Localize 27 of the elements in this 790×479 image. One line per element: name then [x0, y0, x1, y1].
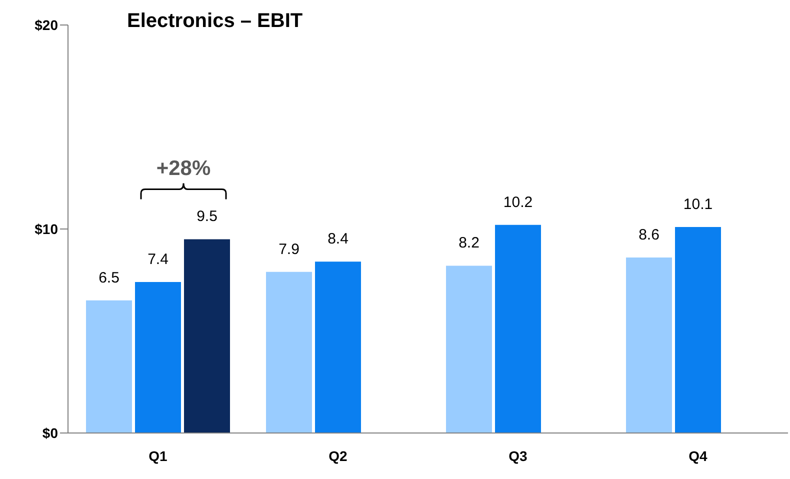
- x-tick-label: Q3: [508, 448, 528, 464]
- data-label: 8.6: [638, 226, 660, 244]
- bar: [626, 258, 672, 433]
- bar: [266, 272, 312, 433]
- bar: [86, 300, 132, 433]
- y-tick-label: $10: [34, 220, 58, 237]
- data-label: 6.5: [98, 269, 120, 286]
- y-tick-label: $20: [34, 16, 58, 33]
- bar: [184, 239, 230, 433]
- bar: [675, 226, 721, 433]
- data-label: 9.5: [196, 208, 218, 226]
- data-label: 8.4: [328, 230, 348, 248]
- bar: [135, 282, 181, 433]
- bar: [315, 262, 361, 433]
- x-tick-label: Q4: [688, 448, 708, 464]
- data-label: 8.2: [458, 234, 480, 252]
- data-label: 7.9: [278, 240, 300, 258]
- x-tick-label: Q2: [328, 448, 348, 464]
- x-tick-label: Q1: [148, 448, 168, 464]
- data-label: 10.2: [503, 194, 533, 211]
- bar: [495, 224, 541, 433]
- data-label: 10.1: [683, 196, 713, 213]
- bar: [446, 266, 492, 433]
- data-label: 7.4: [148, 251, 168, 268]
- y-tick-label: $0: [42, 424, 58, 441]
- annotation: +28%: [156, 157, 211, 180]
- chart-title: Electronics – EBIT: [127, 10, 303, 33]
